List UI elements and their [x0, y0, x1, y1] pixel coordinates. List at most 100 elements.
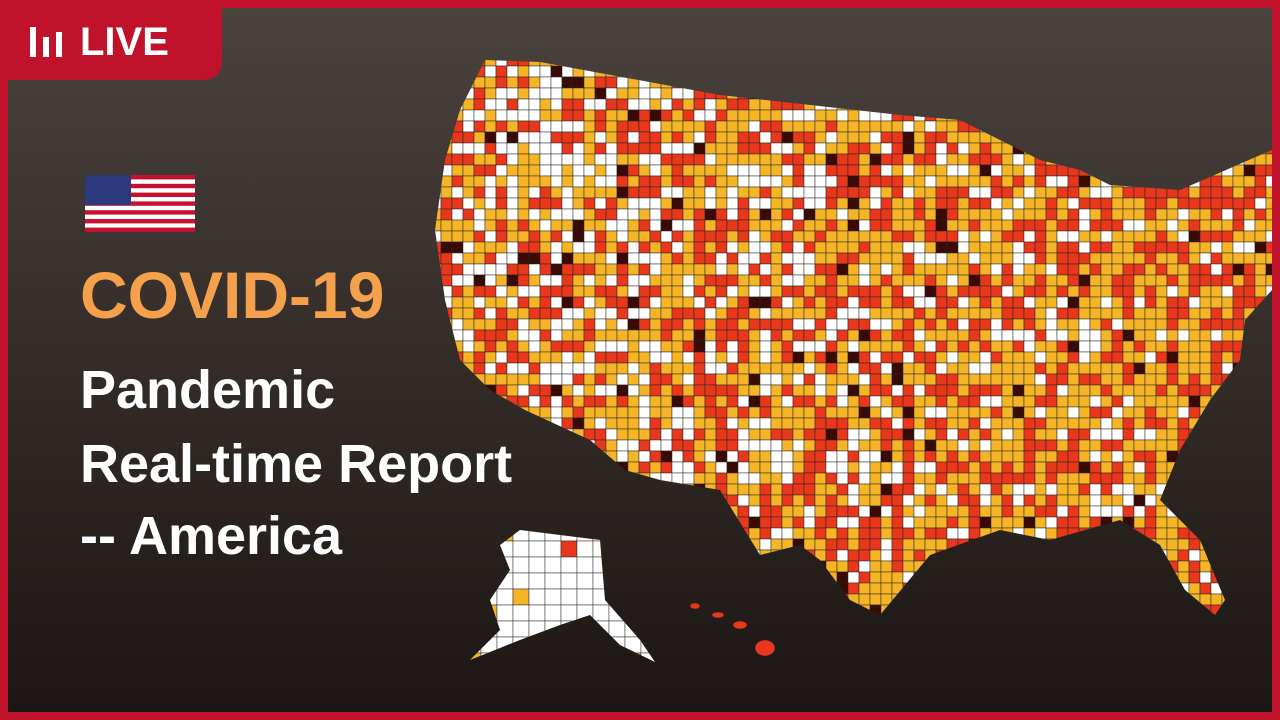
county	[759, 230, 772, 243]
county	[583, 142, 596, 155]
county	[1122, 439, 1135, 452]
county	[1001, 516, 1014, 529]
county	[1001, 329, 1014, 342]
county	[1144, 417, 1157, 430]
county	[550, 406, 563, 419]
county	[1089, 274, 1102, 287]
county	[528, 588, 546, 606]
county	[990, 153, 1003, 166]
county	[1056, 197, 1069, 210]
county	[484, 142, 497, 155]
county	[1243, 197, 1256, 210]
county	[836, 538, 849, 551]
county	[1166, 230, 1179, 243]
county	[847, 318, 860, 331]
county	[1111, 384, 1124, 397]
county	[583, 384, 596, 397]
county	[572, 307, 585, 320]
county	[792, 263, 805, 276]
county	[792, 120, 805, 133]
county	[506, 384, 519, 397]
county	[539, 307, 552, 320]
county	[539, 98, 552, 111]
county	[968, 175, 981, 188]
county	[594, 252, 607, 265]
county	[726, 439, 739, 452]
county	[594, 197, 607, 210]
county	[957, 318, 970, 331]
county	[1188, 340, 1201, 353]
county	[561, 417, 574, 430]
county	[836, 461, 849, 474]
county	[561, 87, 574, 100]
county	[748, 142, 761, 155]
county	[770, 428, 783, 441]
county	[440, 175, 453, 188]
county	[484, 351, 497, 364]
county	[1144, 219, 1157, 232]
county	[737, 329, 750, 342]
county	[704, 230, 717, 243]
county	[451, 175, 464, 188]
county	[913, 505, 926, 518]
county	[1034, 516, 1047, 529]
county	[605, 384, 618, 397]
county	[748, 318, 761, 331]
county	[792, 131, 805, 144]
county	[770, 208, 783, 221]
county	[605, 318, 618, 331]
county	[1232, 252, 1245, 265]
county	[1111, 472, 1124, 485]
county	[913, 340, 926, 353]
county	[1254, 197, 1267, 210]
county	[682, 318, 695, 331]
county	[528, 142, 541, 155]
county	[748, 483, 761, 496]
county	[836, 428, 849, 441]
county	[682, 98, 695, 111]
county	[847, 351, 860, 364]
county	[462, 329, 475, 342]
county	[968, 329, 981, 342]
county	[1023, 362, 1036, 375]
live-icon	[30, 27, 62, 57]
county	[902, 538, 915, 551]
county	[913, 472, 926, 485]
county	[1056, 461, 1069, 474]
county	[517, 186, 530, 199]
county	[616, 219, 629, 232]
title: COVID-19	[80, 258, 384, 332]
county	[814, 285, 827, 298]
county	[759, 164, 772, 177]
county	[1188, 395, 1201, 408]
county	[825, 527, 838, 540]
county	[836, 263, 849, 276]
county	[682, 461, 695, 474]
county	[847, 571, 860, 584]
county	[957, 384, 970, 397]
county	[1166, 285, 1179, 298]
county	[704, 373, 717, 386]
county	[1243, 285, 1256, 298]
county	[1089, 329, 1102, 342]
county	[880, 274, 893, 287]
county	[1001, 186, 1014, 199]
county	[858, 219, 871, 232]
county	[748, 186, 761, 199]
county	[693, 120, 706, 133]
county	[946, 527, 959, 540]
county	[473, 98, 486, 111]
county	[792, 208, 805, 221]
county	[1045, 340, 1058, 353]
county	[968, 406, 981, 419]
county	[946, 483, 959, 496]
county	[935, 274, 948, 287]
county	[957, 307, 970, 320]
county	[1210, 241, 1223, 254]
county	[462, 153, 475, 166]
county	[1155, 362, 1168, 375]
county	[957, 274, 970, 287]
county	[550, 362, 563, 375]
county	[649, 417, 662, 430]
